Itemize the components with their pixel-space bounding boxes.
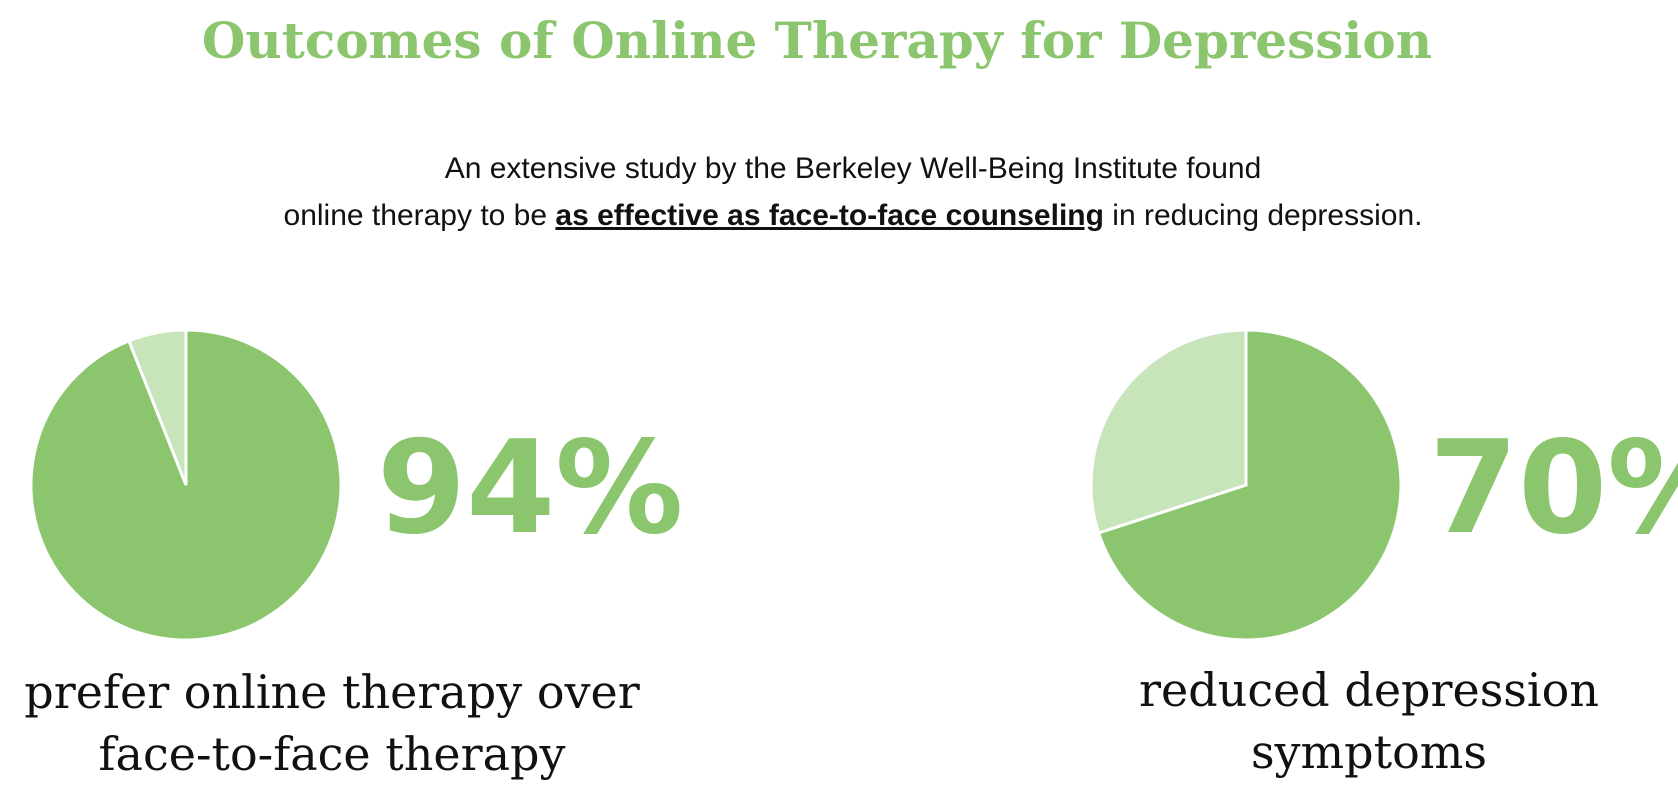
caption: prefer online therapy over [24, 665, 639, 719]
pie-slice [126, 328, 188, 486]
caption: reduced depression [1139, 663, 1599, 717]
pie-slice [1096, 328, 1403, 642]
caption: face-to-face therapy [99, 727, 566, 781]
intro-text: online therapy to be [284, 199, 556, 232]
pie-slice [1089, 328, 1248, 535]
intro-emphasis: as effective as face-to-face counseling [555, 199, 1104, 232]
intro-text: An extensive study by the Berkeley Well-… [445, 152, 1262, 185]
intro-line: online therapy to be as effective as fac… [284, 199, 1423, 232]
intro-text: in reducing depression. [1104, 199, 1423, 232]
caption: symptoms [1251, 725, 1487, 779]
value-label: 70% [1429, 414, 1678, 563]
intro-line: An extensive study by the Berkeley Well-… [445, 152, 1262, 185]
value-label: 94% [377, 414, 683, 563]
title: Outcomes of Online Therapy for Depressio… [202, 11, 1432, 70]
